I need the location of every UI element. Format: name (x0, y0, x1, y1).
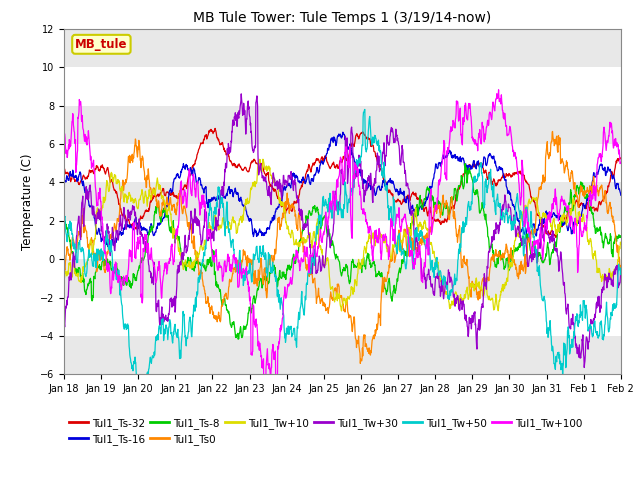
Bar (64, 29, 621, 67)
Title: MB Tule Tower: Tule Temps 1 (3/19/14-now): MB Tule Tower: Tule Temps 1 (3/19/14-now… (193, 11, 492, 25)
Bar (64, 182, 621, 221)
Bar (64, 106, 621, 144)
Text: MB_tule: MB_tule (75, 38, 127, 51)
Bar (64, 259, 621, 298)
Y-axis label: Temperature (C): Temperature (C) (21, 153, 35, 250)
Legend: Tul1_Ts-32, Tul1_Ts-16, Tul1_Ts-8, Tul1_Ts0, Tul1_Tw+10, Tul1_Tw+30, Tul1_Tw+50,: Tul1_Ts-32, Tul1_Ts-16, Tul1_Ts-8, Tul1_… (69, 418, 582, 444)
Bar (64, 336, 621, 374)
